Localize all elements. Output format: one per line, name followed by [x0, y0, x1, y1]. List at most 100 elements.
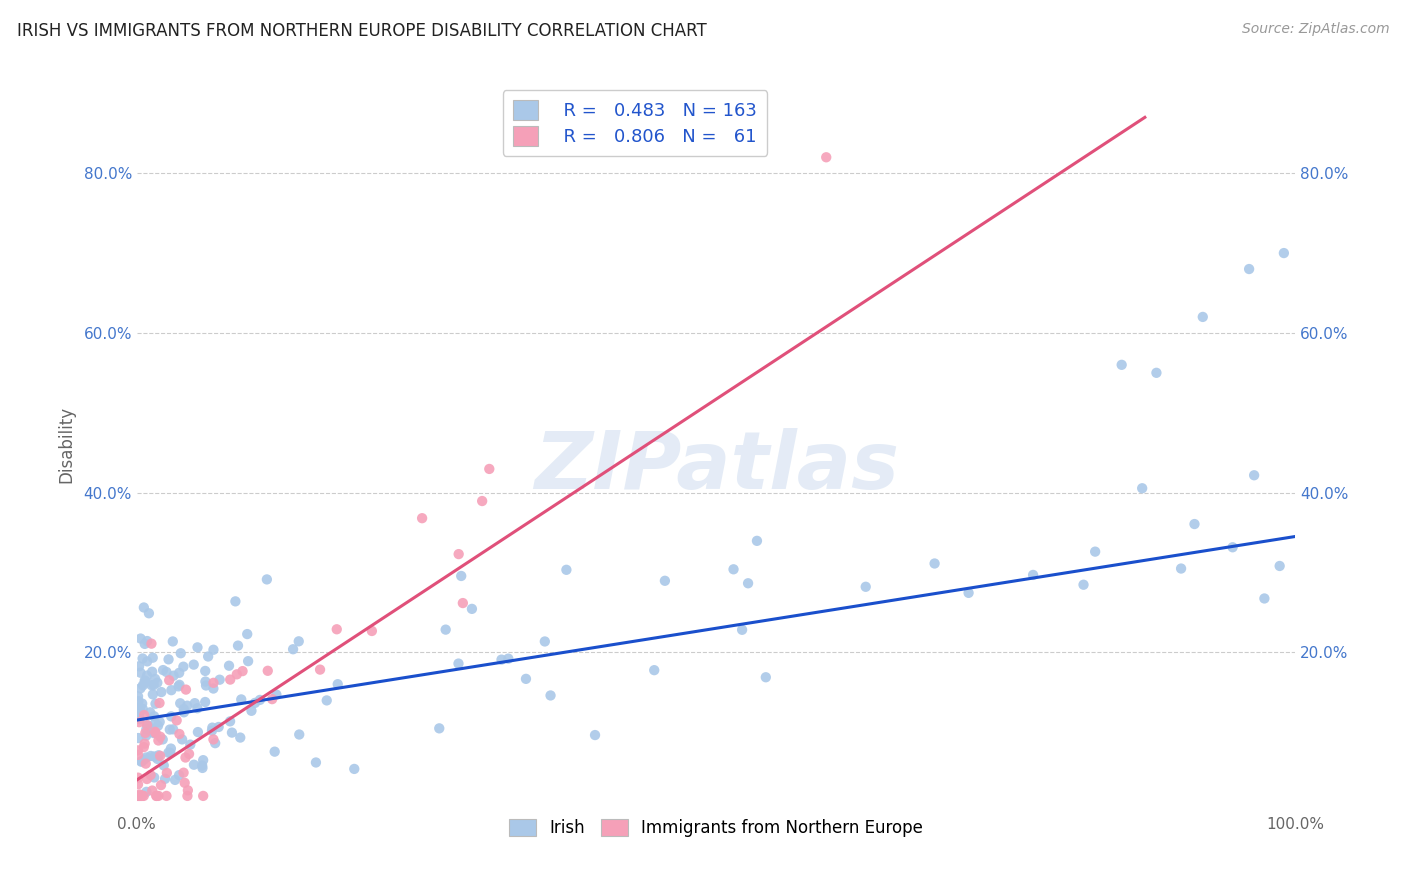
- Point: [127, 777, 149, 791]
- Point: [143, 709, 166, 723]
- Point: [142, 726, 165, 740]
- Point: [127, 789, 149, 803]
- Point: [170, 646, 193, 660]
- Point: [139, 706, 162, 720]
- Point: [134, 673, 156, 688]
- Point: [132, 600, 155, 615]
- Point: [755, 670, 778, 684]
- Point: [1144, 366, 1167, 380]
- Point: [515, 672, 537, 686]
- Point: [533, 634, 555, 648]
- Point: [157, 746, 180, 760]
- Point: [145, 697, 167, 711]
- Point: [202, 681, 225, 696]
- Point: [149, 748, 172, 763]
- Point: [145, 726, 167, 740]
- Point: [1130, 481, 1153, 495]
- Point: [434, 623, 457, 637]
- Point: [132, 678, 155, 692]
- Point: [176, 698, 198, 713]
- Point: [174, 682, 197, 697]
- Point: [128, 659, 150, 673]
- Point: [169, 696, 191, 710]
- Point: [1268, 559, 1291, 574]
- Point: [138, 607, 160, 621]
- Point: [129, 701, 152, 715]
- Point: [128, 789, 150, 803]
- Point: [143, 771, 166, 785]
- Point: [231, 692, 253, 706]
- Point: [815, 150, 838, 164]
- Point: [643, 663, 665, 677]
- Point: [162, 634, 184, 648]
- Point: [957, 586, 980, 600]
- Point: [127, 771, 149, 785]
- Point: [183, 657, 205, 672]
- Text: IRISH VS IMMIGRANTS FROM NORTHERN EUROPE DISABILITY CORRELATION CHART: IRISH VS IMMIGRANTS FROM NORTHERN EUROPE…: [17, 22, 707, 40]
- Point: [1022, 568, 1045, 582]
- Point: [159, 723, 181, 737]
- Point: [134, 708, 156, 723]
- Point: [193, 789, 215, 803]
- Point: [165, 772, 187, 787]
- Point: [218, 658, 240, 673]
- Point: [150, 778, 173, 792]
- Point: [134, 726, 156, 740]
- Point: [146, 752, 169, 766]
- Point: [135, 785, 157, 799]
- Point: [745, 533, 768, 548]
- Point: [135, 772, 157, 786]
- Point: [141, 665, 163, 679]
- Point: [326, 622, 349, 636]
- Point: [583, 728, 606, 742]
- Point: [173, 765, 195, 780]
- Point: [186, 701, 208, 715]
- Point: [478, 462, 501, 476]
- Point: [135, 729, 157, 743]
- Point: [191, 758, 214, 772]
- Point: [411, 511, 433, 525]
- Point: [136, 668, 159, 682]
- Point: [132, 753, 155, 767]
- Point: [131, 651, 153, 665]
- Point: [262, 692, 284, 706]
- Point: [162, 668, 184, 682]
- Point: [172, 659, 194, 673]
- Point: [129, 681, 152, 696]
- Point: [194, 695, 217, 709]
- Point: [737, 576, 759, 591]
- Y-axis label: Disability: Disability: [58, 406, 75, 483]
- Point: [135, 750, 157, 764]
- Point: [451, 596, 474, 610]
- Point: [142, 678, 165, 692]
- Point: [155, 789, 177, 803]
- Point: [654, 574, 676, 588]
- Point: [179, 738, 201, 752]
- Point: [281, 642, 304, 657]
- Point: [177, 747, 200, 761]
- Point: [152, 732, 174, 747]
- Point: [142, 724, 165, 739]
- Point: [256, 664, 278, 678]
- Point: [127, 743, 149, 757]
- Point: [173, 706, 195, 720]
- Point: [128, 694, 150, 708]
- Point: [131, 789, 153, 803]
- Point: [160, 683, 183, 698]
- Point: [143, 672, 166, 686]
- Point: [142, 688, 165, 702]
- Point: [128, 715, 150, 730]
- Point: [221, 725, 243, 739]
- Point: [343, 762, 366, 776]
- Point: [1237, 262, 1260, 277]
- Point: [191, 761, 214, 775]
- Point: [202, 732, 225, 747]
- Point: [128, 789, 150, 803]
- Point: [326, 677, 349, 691]
- Point: [249, 693, 271, 707]
- Point: [157, 652, 180, 666]
- Point: [1111, 358, 1133, 372]
- Point: [148, 748, 170, 763]
- Point: [174, 750, 197, 764]
- Point: [127, 747, 149, 762]
